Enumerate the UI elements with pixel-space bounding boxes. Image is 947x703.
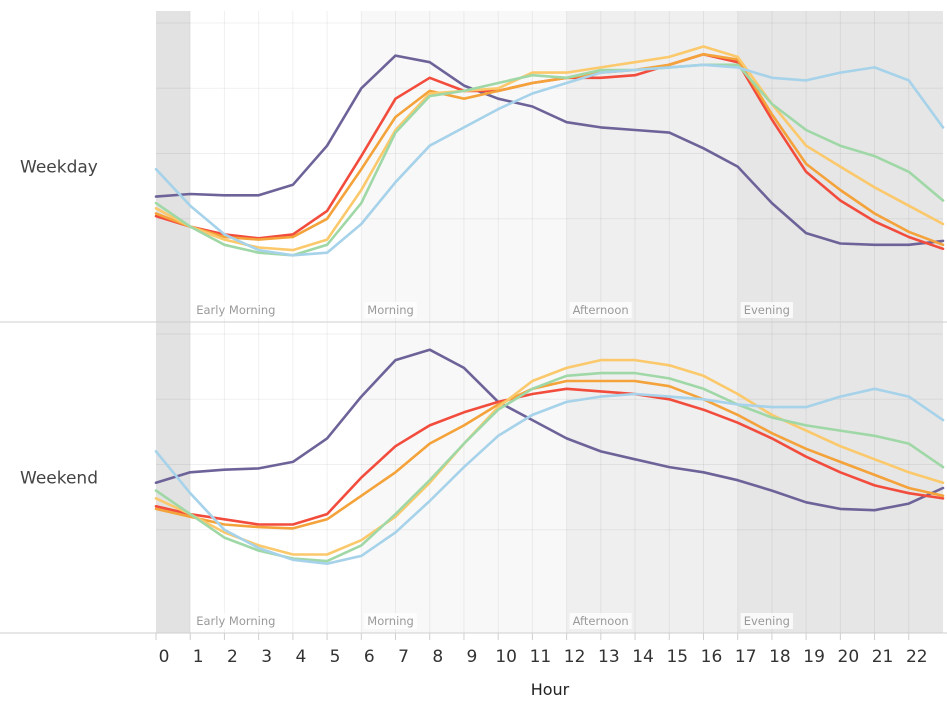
period-label-bg — [193, 613, 279, 629]
x-tick-label: 18 — [769, 647, 791, 667]
x-tick-label: 3 — [261, 647, 272, 667]
x-axis-title: Hour — [531, 680, 570, 699]
x-tick-label: 5 — [330, 647, 341, 667]
weekend-series-0 — [154, 348, 945, 512]
x-tick-label: 17 — [735, 647, 757, 667]
period-label-0: Early Morning — [196, 303, 275, 317]
weekday-series-2 — [154, 52, 945, 247]
x-tick-label: 21 — [872, 647, 894, 667]
x-tick-label: 7 — [398, 647, 409, 667]
x-tick-label: 16 — [701, 647, 723, 667]
x-tick-label: 8 — [432, 647, 443, 667]
period-band-1 — [361, 322, 567, 633]
x-tick-label: 9 — [467, 647, 478, 667]
period-label-2: Afternoon — [573, 303, 629, 317]
period-band-2 — [566, 322, 738, 633]
period-label-2: Afternoon — [573, 614, 629, 628]
period-band-2 — [566, 11, 738, 322]
period-label-3: Evening — [744, 303, 790, 317]
x-tick-label: 11 — [530, 647, 552, 667]
weekday-series-0 — [154, 54, 945, 247]
x-tick-label: 20 — [838, 647, 860, 667]
panel-weekend: Early Morning Morning Afternoon Evening — [154, 322, 945, 633]
row-label-weekday: Weekday — [20, 158, 98, 178]
period-label-bg — [364, 302, 417, 318]
x-tick-label: 12 — [564, 647, 586, 667]
x-tick-label: 4 — [295, 647, 306, 667]
period-label-bg — [193, 302, 279, 318]
x-tick-label: 6 — [364, 647, 375, 667]
panels-layer: Early Morning Morning Afternoon EveningEarl… — [0, 11, 947, 633]
x-tick-label: 22 — [906, 647, 928, 667]
period-band-0 — [190, 322, 362, 633]
weekend-series-2 — [154, 379, 945, 530]
row-labels: Weekday Weekend — [20, 158, 98, 489]
x-tick-label: 13 — [598, 647, 620, 667]
period-label-3: Evening — [744, 614, 790, 628]
period-label-1: Morning — [367, 614, 414, 628]
period-label-bg — [569, 302, 632, 318]
x-axis: 0 1 2 3 4 5 6 7 8 9 10 11 12 13 14 15 16 17 18 19 20 21 22 — [0, 632, 947, 667]
night-band — [156, 11, 191, 322]
x-tick-label: 1 — [193, 647, 204, 667]
weekend-series-3 — [154, 358, 945, 556]
weekday-series-5 — [154, 63, 945, 257]
period-band-1 — [361, 11, 567, 322]
weekend-series-5 — [154, 387, 945, 566]
period-label-1: Morning — [367, 303, 414, 317]
row-label-weekend: Weekend — [20, 469, 98, 489]
period-label-bg — [569, 613, 632, 629]
panel-weekday: Early Morning Morning Afternoon Evening — [154, 11, 945, 322]
period-band-3 — [737, 322, 943, 633]
x-tick-label: 0 — [159, 647, 170, 667]
weekday-series-3 — [154, 45, 945, 252]
x-tick-label: 14 — [632, 647, 654, 667]
period-label-bg — [740, 302, 793, 318]
period-label-0: Early Morning — [196, 614, 275, 628]
weekend-series-1 — [154, 387, 945, 526]
x-tick-label: 19 — [803, 647, 825, 667]
period-label-bg — [364, 613, 417, 629]
x-tick-label: 2 — [227, 647, 238, 667]
period-label-bg — [740, 613, 793, 629]
x-tick-label: 15 — [666, 647, 688, 667]
x-tick-label: 10 — [495, 647, 517, 667]
period-band-0 — [190, 11, 362, 322]
